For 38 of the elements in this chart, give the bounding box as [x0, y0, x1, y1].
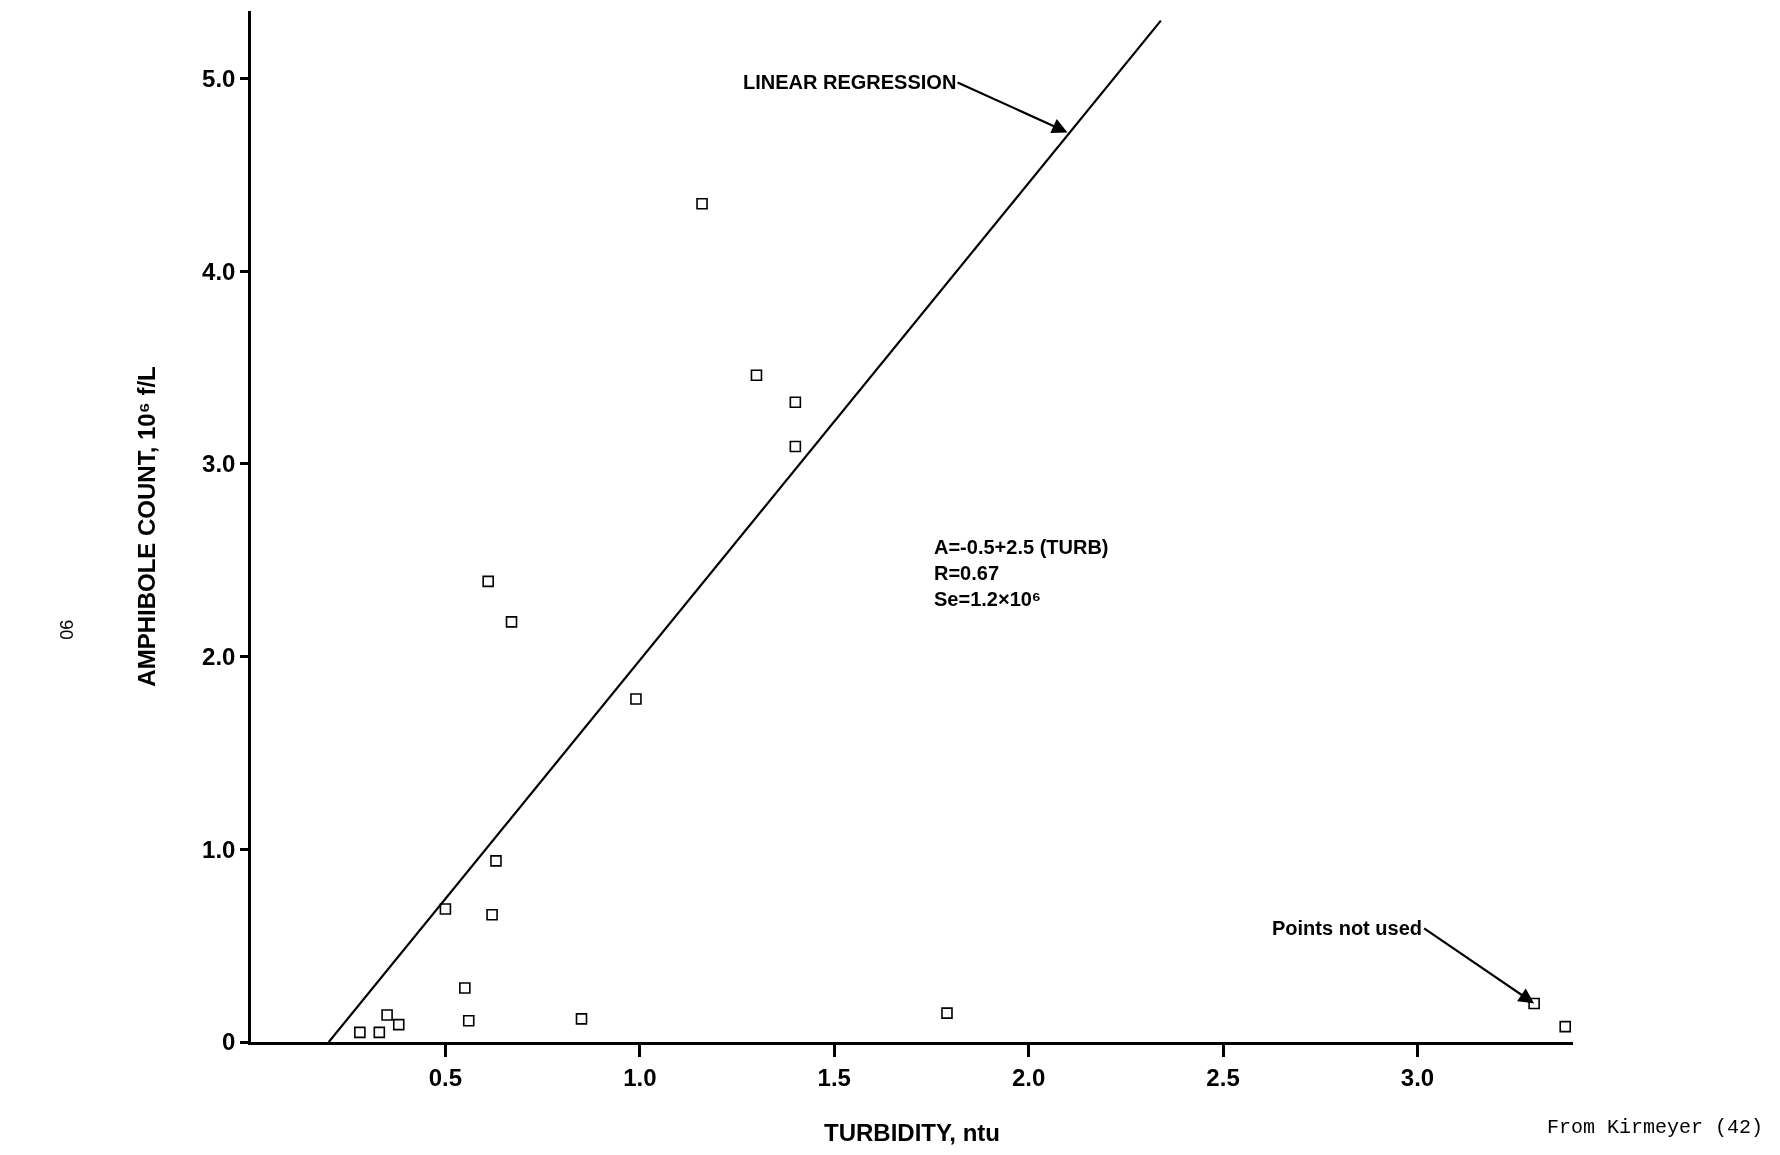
point: [354, 1026, 366, 1039]
y-tick-label: 3.0: [202, 450, 236, 478]
point: [1559, 1020, 1572, 1033]
point: [381, 1009, 393, 1021]
point: [462, 1015, 475, 1027]
point: [392, 1018, 405, 1031]
x-tick-label: 0.5: [428, 1063, 463, 1091]
x-tick-label: 1.0: [623, 1063, 657, 1091]
y-tick-label: 0: [222, 1028, 236, 1056]
point: [941, 1007, 953, 1019]
text: From Kirmeyer (42): [1547, 1116, 1764, 1139]
point: [490, 855, 502, 867]
point: [505, 616, 518, 628]
y-tick-label: 2.0: [202, 642, 236, 670]
point: [575, 1013, 588, 1025]
point: [630, 693, 642, 705]
annotation: A=-0.5+2.5 (TURB) R=0.67 Se=1.2×10⁶: [934, 536, 1109, 610]
y-axis-title: AMPHIBOLE COUNT, 10⁶ f/L: [133, 366, 161, 687]
point: [439, 903, 452, 915]
x-tick-label: 3.0: [1400, 1063, 1435, 1091]
point: [750, 369, 763, 382]
point: [459, 982, 471, 994]
point: [373, 1026, 386, 1039]
x-axis-title: TURBIDITY, ntu: [824, 1118, 1000, 1146]
point: [486, 909, 498, 921]
annotation: LINEAR REGRESSION: [743, 71, 957, 93]
point: [696, 197, 708, 210]
point: [482, 575, 494, 588]
y-tick-label: 1.0: [202, 835, 236, 863]
y-tick-label: 5.0: [202, 64, 236, 92]
x-tick-label: 2.5: [1206, 1063, 1240, 1091]
point: [789, 396, 802, 408]
annotation: Points not used: [1272, 917, 1422, 939]
text: 90: [55, 619, 76, 640]
x-tick-label: 2.0: [1011, 1063, 1046, 1091]
y-tick-label: 4.0: [202, 257, 236, 285]
point: [789, 440, 802, 453]
x-tick-label: 1.5: [817, 1063, 851, 1091]
